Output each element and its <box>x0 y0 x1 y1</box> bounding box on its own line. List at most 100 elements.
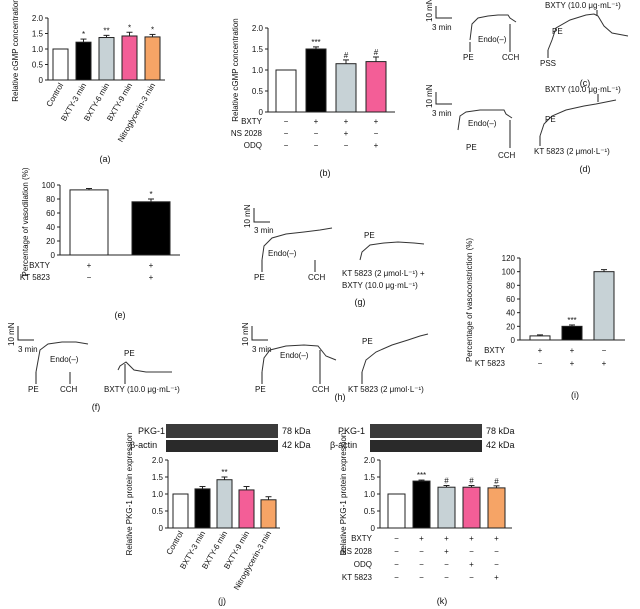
panel-k-row-sign: + <box>444 534 449 543</box>
panel-a-tick-label: 0.5 <box>32 61 44 70</box>
panel-k-row-label: BXTY <box>351 534 373 543</box>
panel-d-trace-1 <box>457 109 513 131</box>
panel-k-row-sign: + <box>494 573 499 582</box>
panel-a-significance: * <box>151 25 154 34</box>
panel-b-row-sign: + <box>374 141 379 150</box>
panel-e-significance: * <box>149 190 152 199</box>
panel-i-ylabel: Percentage of vasoconstriction (%) <box>465 238 474 362</box>
panel-f-scale-bar <box>17 326 34 341</box>
panel-i-row-sign: + <box>602 359 607 368</box>
panel-a-tick-label: 2.0 <box>32 14 44 23</box>
panel-k-treatment-rows: BXTY − + + + + NS 2028 − − + − − ODQ − − − + − KT 5823 − − − −… <box>341 534 499 582</box>
panel-c-endo: Endo(–) <box>478 35 507 44</box>
panel-a-tick-label: 1.5 <box>32 30 44 39</box>
panel-c-trace-2 <box>547 13 629 51</box>
panel-i-tick-label: 0 <box>511 336 516 345</box>
panel-j-ylabel: Relative PKG-1 protein expression <box>125 433 134 556</box>
panel-a-bars: Control*BXTY-3 min**BXTY-6 min*BXTY-9 mi… <box>45 23 161 144</box>
panel-j-bar <box>172 493 189 529</box>
panel-e-tick-label: 60 <box>46 209 55 218</box>
panel-e-tick-label: 100 <box>42 181 56 190</box>
panel-g-trace-1 <box>261 227 333 261</box>
panel-j-bar <box>194 488 211 529</box>
panel-h-scale-x: 3 min <box>252 345 272 354</box>
panel-label-a: (a) <box>100 154 111 164</box>
panel-i-row-sign: − <box>602 346 607 355</box>
panel-i-tick-label: 60 <box>506 295 515 304</box>
panel-g-scale-bar <box>253 208 270 223</box>
panel-j-bar <box>238 489 255 529</box>
panel-i-tick-label: 40 <box>506 309 515 318</box>
panel-e-row-sign: + <box>87 261 92 270</box>
panel-b-row-sign: + <box>374 117 379 126</box>
panel-e-tick-label: 20 <box>46 237 55 246</box>
panel-h-trace-2 <box>361 333 429 373</box>
panel-k-bar <box>462 486 481 529</box>
panel-e-ylabel: Percentage of vasodilation (%) <box>21 167 30 276</box>
panel-j-tick-label: 1.5 <box>152 473 164 482</box>
panel-a-bar <box>52 48 69 81</box>
panel-c-scale-x: 3 min <box>432 23 452 32</box>
panel-k-row-sign: − <box>469 573 474 582</box>
panel-k-row-label: KT 5823 <box>342 573 373 582</box>
panel-e-row-sign: + <box>149 273 154 282</box>
panel-k-row-sign: + <box>469 534 474 543</box>
panel-j-tick-label: 0.5 <box>152 507 164 516</box>
panel-b: 0 0.5 1.0 1.5 2.0 *** # # BXTY − + + + NS 2028 − − + − O… <box>231 18 395 178</box>
panel-h: 10 mN 3 min Endo(–) PE CCH PE KT 5823 (2… <box>241 322 429 402</box>
panel-k-row-sign: − <box>394 560 399 569</box>
panel-e-tick-label: 80 <box>46 195 55 204</box>
panel-j-significance: ** <box>221 468 227 477</box>
panel-b-row-label: BXTY <box>241 117 263 126</box>
panel-label-k: (k) <box>437 596 448 606</box>
panel-f-cch: CCH <box>60 385 78 394</box>
panel-b-row-sign: + <box>344 117 349 126</box>
panel-a-category-label: Control <box>45 81 66 108</box>
panel-d-pe1: PE <box>466 143 477 152</box>
panel-k-row-sign: − <box>444 560 449 569</box>
panel-c-pe2: PE <box>552 27 563 36</box>
panel-k-tick-label: 1.0 <box>364 490 376 499</box>
panel-e-ticks: 0 20 40 60 80 100 <box>42 181 60 260</box>
panel-k-row-sign: + <box>494 534 499 543</box>
panel-label-i: (i) <box>571 390 579 400</box>
panel-d-cch: CCH <box>498 151 516 160</box>
panel-h-pe2: PE <box>362 337 373 346</box>
panel-label-d: (d) <box>580 164 591 174</box>
panel-k-ylabel: Relative PKG-1 protein expression <box>339 433 348 556</box>
panel-h-endo: Endo(–) <box>280 351 309 360</box>
panel-j-category-label: Control <box>165 529 186 556</box>
panel-c-trace-1 <box>469 14 517 41</box>
panel-j: PKG-1 β-actin 78 kDa 42 kDa 0 0.5 1.0 1.5 2.… <box>125 424 311 606</box>
panel-e-bar <box>131 201 171 256</box>
panel-k-significance: # <box>494 477 499 486</box>
panel-i: 0 20 40 60 80 100 120 *** BXTY + + − KT 5823 − + + Pe… <box>465 238 625 400</box>
panel-a-significance: * <box>82 30 85 39</box>
panel-i-tick-label: 80 <box>506 281 515 290</box>
panel-a: 00.51.01.52.0 Control*BXTY-3 min**BXTY-6… <box>11 0 165 164</box>
panel-g-scale-x: 3 min <box>254 226 274 235</box>
panel-a-significance: * <box>128 23 131 32</box>
panel-g-endo: Endo(–) <box>268 249 297 258</box>
panel-k-blot-kda2: 42 kDa <box>486 440 515 450</box>
panel-b-row-sign: + <box>314 117 319 126</box>
panel-k-row-sign: + <box>419 534 424 543</box>
panel-b-bar <box>275 69 297 113</box>
panel-k-significance: *** <box>417 471 426 480</box>
panel-g-pe2: PE <box>364 231 375 240</box>
panel-e-tick-label: 0 <box>51 251 56 260</box>
panel-h-trace-1 <box>261 344 337 373</box>
panel-c-scale-bar <box>435 6 452 19</box>
panel-g-combo2: BXTY (10.0 μg·mL⁻¹) <box>342 281 418 290</box>
panel-g-scale-y: 10 mN <box>243 204 252 228</box>
panel-i-bar <box>593 271 615 341</box>
panel-h-scale-y: 10 mN <box>241 322 250 346</box>
panel-j-blot-kda2: 42 kDa <box>282 440 311 450</box>
panel-a-bar <box>121 35 138 81</box>
panel-b-bar <box>305 48 327 113</box>
panel-k-tick-label: 0 <box>371 524 376 533</box>
panel-j-bar <box>216 479 233 529</box>
panel-c-pss: PSS <box>540 59 556 68</box>
